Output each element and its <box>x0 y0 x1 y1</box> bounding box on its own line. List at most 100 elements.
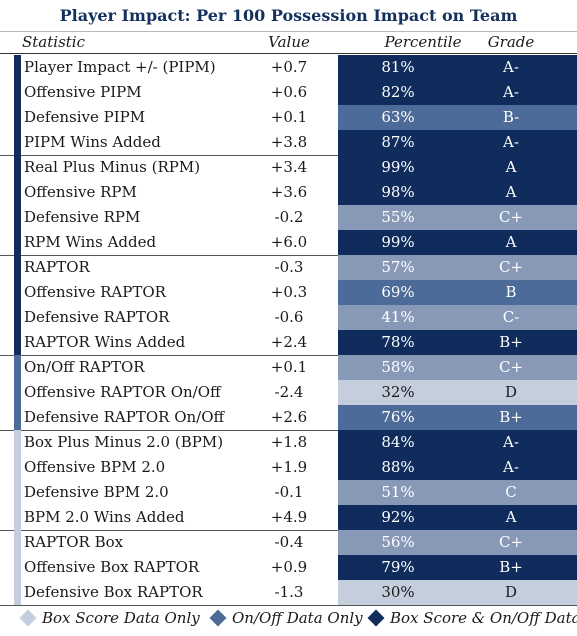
statistic-value: +3.4 <box>270 158 308 176</box>
table-row: Offensive PIPM +0.6 82% A- <box>0 80 577 105</box>
grade-value: C <box>505 483 517 501</box>
table-row: Offensive RPM +3.6 98% A <box>0 180 577 205</box>
statistic-name: BPM 2.0 Wins Added <box>24 508 185 526</box>
percentile-value: 99% <box>381 158 415 176</box>
percentile-cell: 81% A- <box>338 55 577 80</box>
grade-value: A- <box>503 458 519 476</box>
percentile-cell: 69% B <box>338 280 577 305</box>
percentile-value: 57% <box>381 258 415 276</box>
percentile-value: 51% <box>381 483 415 501</box>
legend-label: Box Score Data Only <box>42 609 200 627</box>
table-row: Player Impact +/- (PIPM) +0.7 81% A- <box>0 55 577 80</box>
percentile-cell: 76% B+ <box>338 405 577 430</box>
table-row: BPM 2.0 Wins Added +4.9 92% A <box>0 505 577 530</box>
statistic-value: +0.1 <box>270 108 308 126</box>
grade-value: B+ <box>499 333 523 351</box>
table-row: RPM Wins Added +6.0 99% A <box>0 230 577 255</box>
statistic-name: RAPTOR Wins Added <box>24 333 186 351</box>
statistic-value: +3.8 <box>270 133 308 151</box>
statistic-name: Box Plus Minus 2.0 (BPM) <box>24 433 224 451</box>
percentile-value: 32% <box>381 383 415 401</box>
grade-value: B- <box>502 108 520 126</box>
grade-value: D <box>504 383 518 401</box>
statistic-value: -1.3 <box>274 583 304 601</box>
table-row: On/Off RAPTOR +0.1 58% C+ <box>0 355 577 380</box>
percentile-cell: 99% A <box>338 155 577 180</box>
statistic-name: Defensive RAPTOR On/Off <box>24 408 225 426</box>
percentile-value: 81% <box>381 58 415 76</box>
percentile-value: 58% <box>381 358 415 376</box>
percentile-cell: 63% B- <box>338 105 577 130</box>
percentile-value: 41% <box>381 308 415 326</box>
group-source-bar <box>14 530 21 605</box>
table-row: Defensive RPM -0.2 55% C+ <box>0 205 577 230</box>
group-source-bar <box>14 430 21 530</box>
statistic-value: +1.8 <box>270 433 308 451</box>
statistic-name: Defensive Box RAPTOR <box>24 583 203 601</box>
percentile-value: 63% <box>381 108 415 126</box>
legend: Box Score Data Only On/Off Data Only Box… <box>0 605 577 632</box>
statistic-name: Offensive BPM 2.0 <box>24 458 166 476</box>
header-percentile: Percentile <box>384 33 462 51</box>
grade-value: C+ <box>498 208 524 226</box>
percentile-value: 92% <box>381 508 415 526</box>
percentile-value: 84% <box>381 433 415 451</box>
group-separator <box>0 530 577 531</box>
percentile-cell: 32% D <box>338 380 577 405</box>
percentile-cell: 58% C+ <box>338 355 577 380</box>
percentile-cell: 30% D <box>338 580 577 605</box>
statistic-name: RAPTOR Box <box>24 533 124 551</box>
percentile-value: 88% <box>381 458 415 476</box>
percentile-cell: 78% B+ <box>338 330 577 355</box>
percentile-value: 69% <box>381 283 415 301</box>
percentile-cell: 79% B+ <box>338 555 577 580</box>
percentile-value: 99% <box>381 233 415 251</box>
table-bottom-rule <box>0 605 577 606</box>
percentile-cell: 51% C <box>338 480 577 505</box>
grade-value: A <box>505 233 517 251</box>
table-row: RAPTOR -0.3 57% C+ <box>0 255 577 280</box>
statistic-name: Offensive RAPTOR On/Off <box>24 383 221 401</box>
statistic-value: -0.2 <box>274 208 304 226</box>
grade-value: A- <box>503 58 519 76</box>
percentile-cell: 56% C+ <box>338 530 577 555</box>
statistic-name: Defensive BPM 2.0 <box>24 483 169 501</box>
legend-item-on-off: On/Off Data Only <box>209 605 363 632</box>
legend-item-both: Box Score & On/Off Data <box>367 605 577 632</box>
table-row: Defensive BPM 2.0 -0.1 51% C <box>0 480 577 505</box>
statistic-value: -0.6 <box>274 308 304 326</box>
table-row: Offensive RAPTOR +0.3 69% B <box>0 280 577 305</box>
percentile-value: 55% <box>381 208 415 226</box>
group-separator <box>0 155 577 156</box>
statistic-value: +6.0 <box>270 233 308 251</box>
table-header: Statistic Value Percentile Grade <box>0 31 577 54</box>
header-grade: Grade <box>487 33 535 51</box>
statistic-name: Defensive RAPTOR <box>24 308 170 326</box>
statistic-name: PIPM Wins Added <box>24 133 161 151</box>
percentile-value: 30% <box>381 583 415 601</box>
grade-value: C- <box>502 308 520 326</box>
percentile-cell: 87% A- <box>338 130 577 155</box>
statistic-name: On/Off RAPTOR <box>24 358 145 376</box>
grade-value: B+ <box>499 408 523 426</box>
group-source-bar <box>14 55 21 155</box>
percentile-value: 76% <box>381 408 415 426</box>
statistic-name: Defensive PIPM <box>24 108 146 126</box>
percentile-cell: 57% C+ <box>338 255 577 280</box>
statistic-name: RAPTOR <box>24 258 90 276</box>
group-separator <box>0 255 577 256</box>
table-row: Defensive RAPTOR On/Off +2.6 76% B+ <box>0 405 577 430</box>
statistic-value: +0.3 <box>270 283 308 301</box>
percentile-cell: 99% A <box>338 230 577 255</box>
grade-value: A <box>505 158 517 176</box>
grade-value: A- <box>503 133 519 151</box>
statistic-value: +2.4 <box>270 333 308 351</box>
statistic-value: -0.1 <box>274 483 304 501</box>
table-row: Offensive Box RAPTOR +0.9 79% B+ <box>0 555 577 580</box>
statistic-value: +2.6 <box>270 408 308 426</box>
statistic-value: -0.3 <box>274 258 304 276</box>
table-row: Defensive PIPM +0.1 63% B- <box>0 105 577 130</box>
statistic-value: -0.4 <box>274 533 304 551</box>
statistic-name: Offensive PIPM <box>24 83 142 101</box>
statistic-name: RPM Wins Added <box>24 233 157 251</box>
